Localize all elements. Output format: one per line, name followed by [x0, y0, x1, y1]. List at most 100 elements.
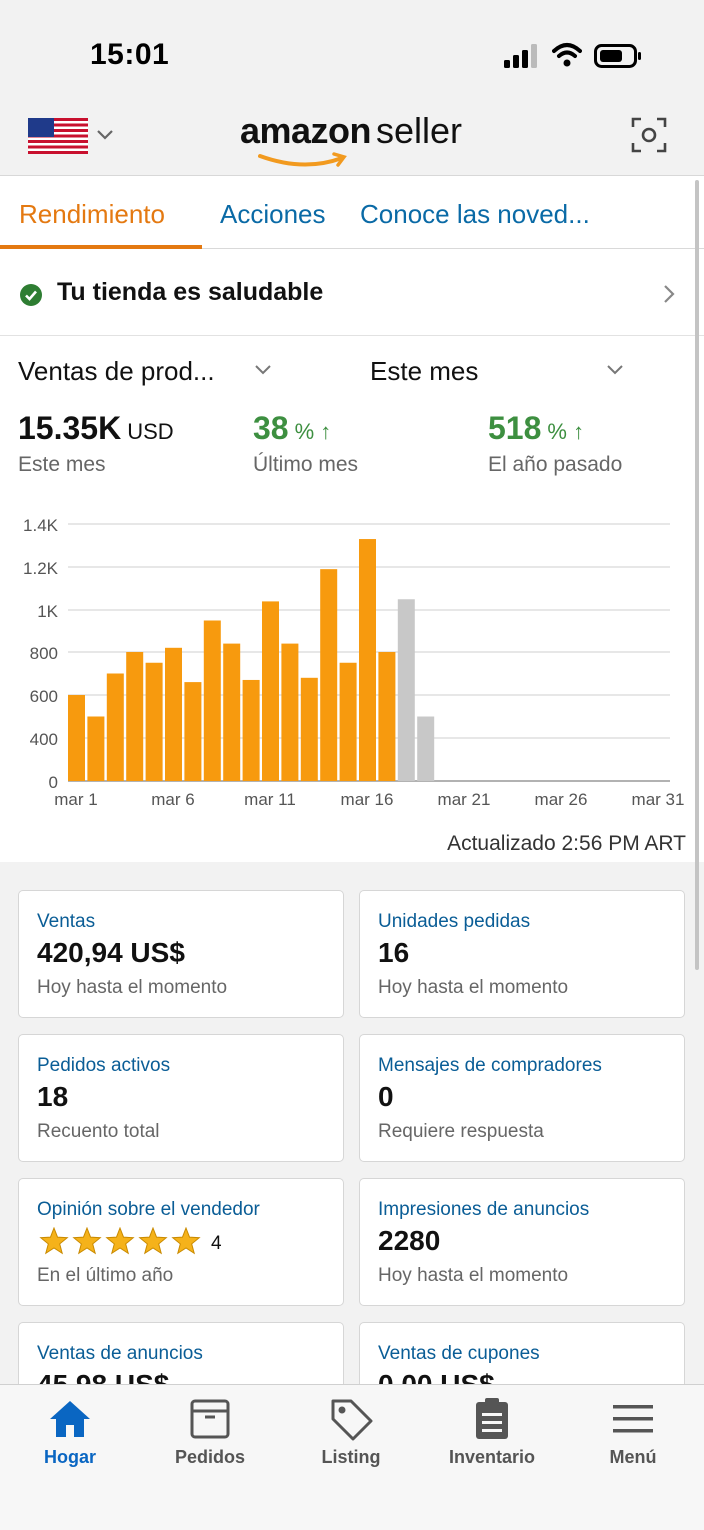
y-tick-label: 1.4K: [23, 516, 59, 535]
bar: [359, 539, 376, 781]
period-selector[interactable]: Este mes: [370, 356, 479, 386]
star-icon: [105, 1227, 135, 1255]
card-title: Ventas de cupones: [378, 1343, 540, 1364]
y-tick-label: 800: [30, 644, 58, 663]
x-tick-label: mar 11: [244, 790, 296, 809]
bar: [417, 716, 435, 781]
bar: [262, 601, 279, 781]
card-value: 2280: [378, 1225, 441, 1256]
tab-rendimiento[interactable]: Rendimiento: [19, 199, 165, 229]
status-time: 15:01: [90, 38, 170, 71]
card-title: Ventas: [37, 911, 96, 932]
nav-inventario[interactable]: Inventario: [422, 1385, 562, 1485]
app-header: amazon seller: [0, 100, 704, 176]
bar: [223, 643, 241, 781]
battery-icon: [594, 44, 641, 68]
bar: [68, 695, 85, 781]
metric-last-year: 518% ↑ El año pasado: [488, 410, 622, 477]
home-icon: [50, 1401, 90, 1437]
card-subtitle: Hoy hasta el momento: [378, 1265, 569, 1286]
card-ventas[interactable]: Ventas 420,94 US$ Hoy hasta el momento: [18, 890, 344, 1018]
star-icon: [72, 1227, 102, 1255]
metric-unit: % ↑: [294, 419, 332, 444]
card-subtitle: Requiere respuesta: [378, 1121, 544, 1142]
y-tick-label: 600: [30, 687, 58, 706]
x-tick-label: mar 1: [54, 790, 97, 809]
x-tick-label: mar 31: [632, 790, 685, 809]
nav-label: Listing: [321, 1447, 381, 1467]
metric-label: El año pasado: [488, 453, 623, 476]
y-tick-label: 1K: [37, 602, 58, 621]
card-title: Mensajes de compradores: [378, 1055, 602, 1076]
nav-label: Hogar: [43, 1447, 96, 1467]
nav-listing[interactable]: Listing: [281, 1385, 421, 1485]
star-icon: [39, 1227, 69, 1255]
scrollbar[interactable]: [695, 180, 699, 970]
camera-scan-icon[interactable]: [630, 116, 668, 154]
tab-acciones[interactable]: Acciones: [220, 199, 326, 229]
star-icon: [171, 1227, 201, 1255]
card-impresiones-anuncios[interactable]: Impresiones de anuncios 2280 Hoy hasta e…: [359, 1178, 685, 1306]
nav-label: Inventario: [448, 1447, 536, 1467]
bar: [300, 677, 318, 781]
card-value: 420,94 US$: [37, 937, 185, 968]
store-health-row[interactable]: Tu tienda es saludable: [0, 250, 704, 336]
tag-icon: [331, 1399, 373, 1441]
tab-novedades[interactable]: Conoce las noved...: [360, 199, 590, 229]
wifi-icon: [552, 43, 582, 67]
nav-pedidos[interactable]: Pedidos: [140, 1385, 280, 1485]
nav-label: Pedidos: [174, 1447, 245, 1467]
card-pedidos-activos[interactable]: Pedidos activos 18 Recuento total: [18, 1034, 344, 1162]
card-unidades-pedidas[interactable]: Unidades pedidas 16 Hoy hasta el momento: [359, 890, 685, 1018]
store-health-label: Tu tienda es saludable: [57, 278, 324, 306]
card-value: 0: [378, 1081, 394, 1112]
nav-menu[interactable]: Menú: [563, 1385, 703, 1485]
logo-amazon-text: amazon: [240, 110, 372, 151]
metric-value: 38: [253, 410, 289, 446]
bar: [165, 647, 182, 781]
status-bar: 15:01: [0, 0, 704, 100]
card-opinion-vendedor[interactable]: Opinión sobre el vendedor 4 En el último…: [18, 1178, 344, 1306]
y-tick-label: 0: [49, 773, 58, 792]
card-subtitle: Hoy hasta el momento: [378, 977, 569, 998]
card-title: Impresiones de anuncios: [378, 1199, 590, 1220]
card-value: 18: [37, 1081, 69, 1112]
metric-unit: USD: [127, 419, 174, 444]
box-icon: [190, 1399, 230, 1439]
logo-seller-text: seller: [376, 110, 463, 151]
check-circle-icon: [20, 284, 42, 306]
active-tab-indicator: [0, 245, 202, 249]
metric-label: Este mes: [18, 453, 106, 476]
card-title: Ventas de anuncios: [37, 1343, 203, 1364]
chevron-down-icon[interactable]: [254, 364, 272, 376]
updated-timestamp: Actualizado 2:56 PM ART: [447, 832, 686, 855]
card-mensajes-compradores[interactable]: Mensajes de compradores 0 Requiere respu…: [359, 1034, 685, 1162]
summary-cards-area: Ventas 420,94 US$ Hoy hasta el momento U…: [0, 862, 704, 1450]
amazon-seller-logo: amazon seller: [240, 110, 470, 168]
chevron-down-icon[interactable]: [606, 364, 624, 376]
card-title: Unidades pedidas: [378, 911, 531, 932]
chevron-down-icon[interactable]: [96, 128, 114, 142]
metric-selector[interactable]: Ventas de prod...: [18, 356, 215, 386]
amazon-smile-icon: [258, 152, 347, 167]
chevron-right-icon: [664, 285, 675, 303]
y-tick-label: 1.2K: [23, 559, 59, 578]
nav-hogar[interactable]: Hogar: [0, 1385, 140, 1485]
card-title: Opinión sobre el vendedor: [37, 1199, 260, 1220]
metric-this-month: 15.35K USD Este mes: [18, 410, 174, 477]
bar: [242, 679, 260, 781]
bar: [397, 599, 415, 781]
us-flag-icon[interactable]: [28, 118, 88, 154]
bar: [203, 620, 221, 781]
metric-unit: % ↑: [547, 419, 585, 444]
x-tick-label: mar 16: [341, 790, 394, 809]
bar: [339, 662, 357, 781]
bar: [145, 662, 163, 781]
bar: [106, 673, 124, 781]
bottom-navigation: Hogar Pedidos Listing Inventario: [0, 1384, 704, 1530]
sales-bar-chart: 0 400 600 800 1K 1.2K 1.4K mar 1 mar 6 mar 11 mar …: [23, 516, 685, 809]
hamburger-icon: [613, 1405, 653, 1433]
nav-label: Menú: [609, 1447, 657, 1467]
clipboard-icon: [476, 1398, 508, 1439]
bar: [126, 652, 144, 781]
